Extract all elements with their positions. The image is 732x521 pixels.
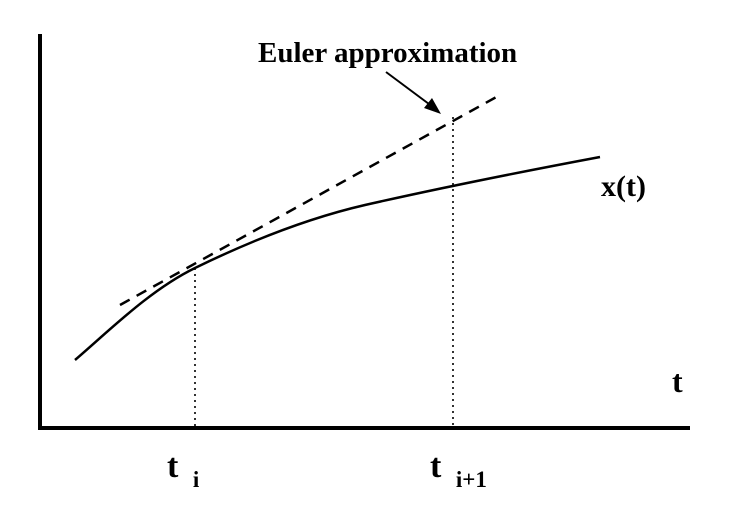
tick-label-ti-sub: i <box>193 467 200 492</box>
curve-label: x(t) <box>601 170 646 203</box>
annotation-arrow-head <box>424 98 441 114</box>
tick-label-ti-base: t <box>167 448 179 485</box>
axis-label-t: t <box>672 363 683 399</box>
tick-label-ti1-sub: i+1 <box>456 467 487 492</box>
tick-label-ti: t i <box>167 448 200 492</box>
tick-label-ti1-base: t <box>430 448 442 485</box>
annotation-label: Euler approximation <box>258 37 517 69</box>
tick-label-ti1: t i+1 <box>430 448 487 492</box>
solution-curve <box>74 155 601 361</box>
tangent-line <box>119 93 501 307</box>
